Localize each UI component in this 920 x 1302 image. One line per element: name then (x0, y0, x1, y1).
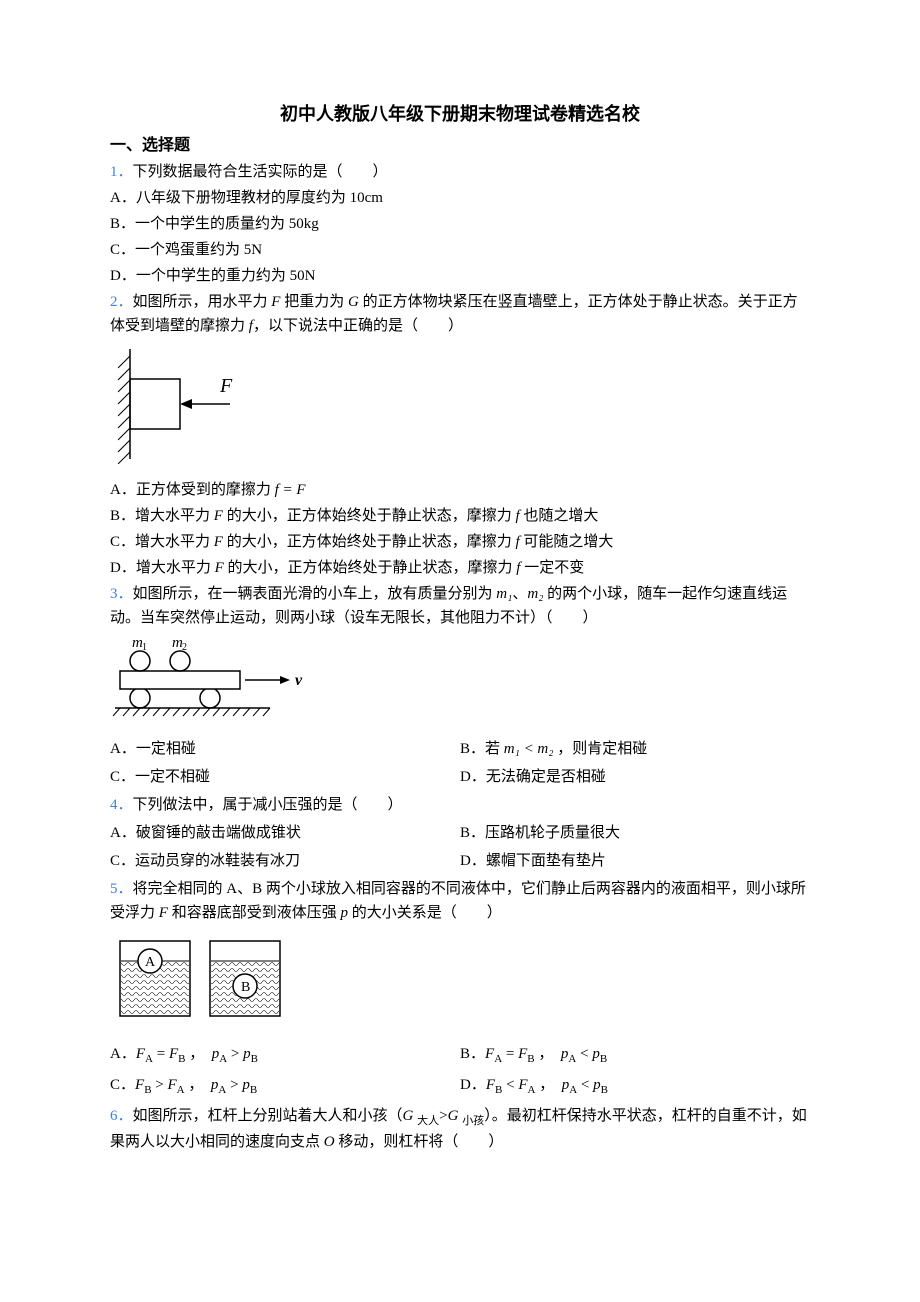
q4-option-c: C．运动员穿的冰鞋装有冰刀 (110, 849, 460, 873)
q5-figure: A B (110, 931, 810, 1034)
q5-option-b: B．FA = FB ， pA < pB (460, 1042, 810, 1069)
q1-option-d: D．一个中学生的重力约为 50N (110, 264, 810, 288)
q1-option-b: B．一个中学生的质量约为 50kg (110, 212, 810, 236)
q5-option-c: C．FB > FA ， pA > pB (110, 1073, 460, 1100)
q3-option-c: C．一定不相碰 (110, 765, 460, 789)
q1-stem: 下列数据最符合生活实际的是（ ） (133, 164, 388, 180)
q2-number: 2． (110, 294, 133, 310)
q1-option-c: C．一个鸡蛋重约为 5N (110, 238, 810, 262)
q5-option-d: D．FB < FA ， pA < pB (460, 1073, 810, 1100)
question-3: 3．如图所示，在一辆表面光滑的小车上，放有质量分别为 m₁、m₂ 的两个小球，随… (110, 582, 810, 630)
q6-number: 6． (110, 1108, 133, 1124)
q3-number: 3． (110, 586, 133, 602)
q2-stem-a: 如图所示，用水平力 (133, 294, 272, 310)
q2-figure: F (110, 344, 810, 472)
question-6: 6．如图所示，杠杆上分别站着大人和小孩（G 大人>G 小孩）。最初杠杆保持水平状… (110, 1104, 810, 1155)
section-header: 一、选择题 (110, 133, 810, 159)
q3-option-b: B．若 m₁ < m₂ ，则肯定相碰 (460, 737, 810, 761)
svg-text:v: v (295, 672, 303, 689)
svg-text:2: 2 (182, 642, 187, 653)
q4-number: 4． (110, 797, 133, 813)
q3-figure: m 1 m 2 v (110, 636, 810, 729)
svg-text:1: 1 (142, 642, 147, 653)
q2-option-c: C．增大水平力 F 的大小，正方体始终处于静止状态，摩擦力 f 可能随之增大 (110, 530, 810, 554)
question-2: 2．如图所示，用水平力 F 把重力为 G 的正方体物块紧压在竖直墙壁上，正方体处… (110, 290, 810, 338)
exam-title: 初中人教版八年级下册期末物理试卷精选名校 (110, 100, 810, 129)
q3-option-a: A．一定相碰 (110, 737, 460, 761)
q2-stem-b: 把重力为 (280, 294, 348, 310)
q2-option-b: B．增大水平力 F 的大小，正方体始终处于静止状态，摩擦力 f 也随之增大 (110, 504, 810, 528)
q1-number: 1． (110, 164, 133, 180)
sym-G: G (348, 294, 359, 310)
q5-option-a: A．FA = FB ， pA > pB (110, 1042, 460, 1069)
svg-text:A: A (145, 955, 156, 970)
q1-option-a: A．八年级下册物理教材的厚度约为 10cm (110, 186, 810, 210)
q4-option-d: D．螺帽下面垫有垫片 (460, 849, 810, 873)
q4-option-a: A．破窗锤的敲击端做成锥状 (110, 821, 460, 845)
q4-option-b: B．压路机轮子质量很大 (460, 821, 810, 845)
q2-option-d: D．增大水平力 F 的大小，正方体始终处于静止状态，摩擦力 f 一定不变 (110, 556, 810, 580)
q3-option-d: D．无法确定是否相碰 (460, 765, 810, 789)
question-5: 5．将完全相同的 A、B 两个小球放入相同容器的不同液体中，它们静止后两容器内的… (110, 877, 810, 925)
q2-stem-d: ，以下说法中正确的是（ ） (253, 318, 463, 334)
question-1: 1．下列数据最符合生活实际的是（ ） (110, 160, 810, 184)
q2-fig-label-F: F (219, 375, 233, 397)
q5-number: 5． (110, 881, 133, 897)
question-4: 4．下列做法中，属于减小压强的是（ ） (110, 793, 810, 817)
svg-text:B: B (241, 980, 250, 995)
q2-option-a: A．正方体受到的摩擦力 f = F (110, 478, 810, 502)
